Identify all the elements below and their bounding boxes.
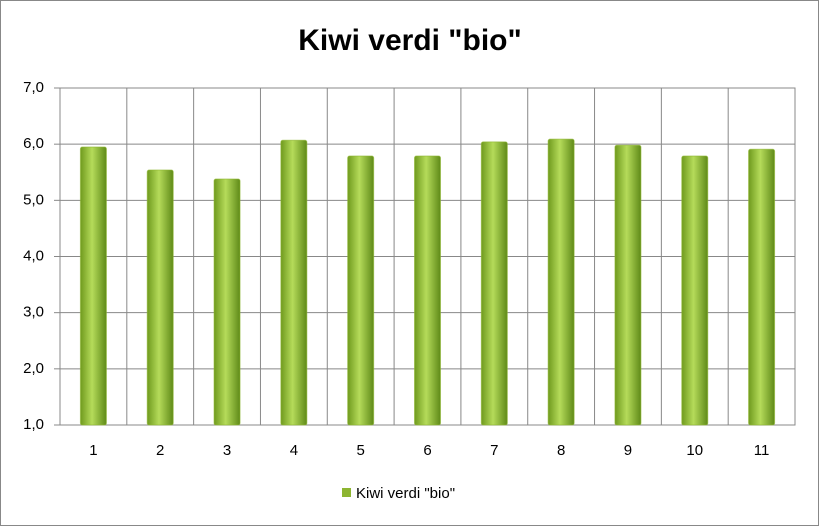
x-tick-label: 10 xyxy=(686,442,703,459)
x-tick-label: 11 xyxy=(754,442,770,459)
x-tick-label: 2 xyxy=(156,442,164,459)
bar xyxy=(748,148,776,426)
y-tick-label: 3,0 xyxy=(23,304,44,321)
y-tick-label: 4,0 xyxy=(23,247,44,264)
bar xyxy=(280,139,308,426)
x-tick-label: 8 xyxy=(557,442,565,459)
y-tick-label: 7,0 xyxy=(23,79,44,96)
bar xyxy=(547,138,575,426)
y-tick-label: 6,0 xyxy=(23,135,44,152)
bar xyxy=(347,155,375,426)
y-tick-label: 5,0 xyxy=(23,191,44,208)
bar xyxy=(414,155,441,426)
bar xyxy=(681,155,709,426)
x-tick-label: 1 xyxy=(89,442,97,459)
x-tick-label: 6 xyxy=(423,442,431,459)
y-tick-label: 2,0 xyxy=(23,360,44,377)
x-tick-label: 7 xyxy=(490,442,498,459)
bar xyxy=(146,169,174,426)
x-tick-label: 3 xyxy=(223,442,231,459)
y-tick-label: 1,0 xyxy=(23,416,44,433)
bar xyxy=(614,144,642,426)
x-tick-label: 9 xyxy=(624,442,632,459)
bar xyxy=(480,141,508,426)
x-tick-label: 5 xyxy=(357,442,365,459)
legend-swatch xyxy=(342,488,351,497)
x-tick-label: 4 xyxy=(290,442,298,459)
legend-label: Kiwi verdi "bio" xyxy=(356,485,455,502)
bar xyxy=(79,146,107,426)
chart-title: Kiwi verdi "bio" xyxy=(298,24,521,57)
bar xyxy=(213,178,241,426)
